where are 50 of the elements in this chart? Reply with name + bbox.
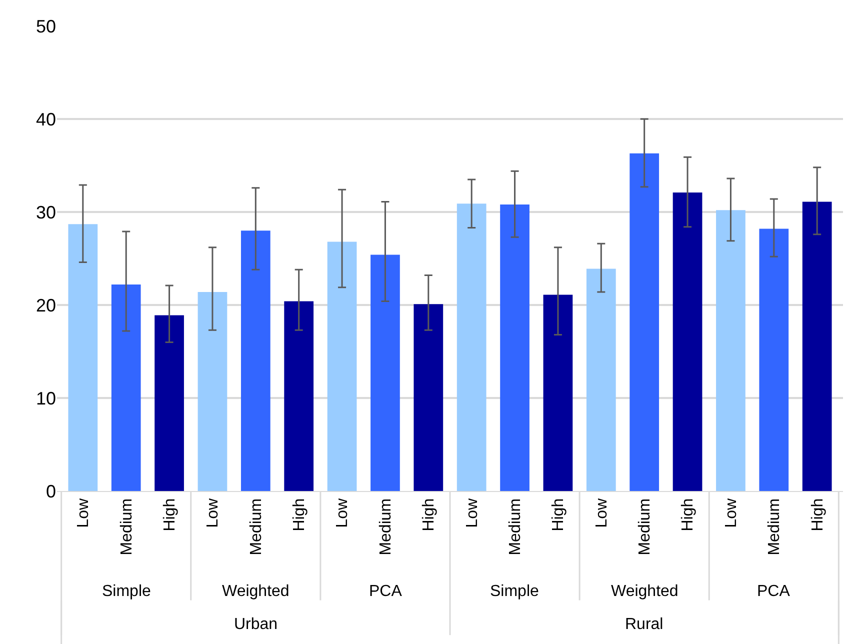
text: Urban [234,616,278,633]
bar [716,210,746,491]
x-tick-label: Low [464,498,481,528]
x-tick-label: High [550,498,568,532]
x-tick-label: Medium [766,498,784,556]
x-tick-label: High [291,498,308,532]
bar [630,153,660,491]
bar [802,202,832,491]
bar [456,204,486,491]
x-tick-label: Medium [377,498,394,556]
text: PCA [757,583,790,600]
y-tick-label: 40 [36,109,56,130]
x-tick-label: Medium [506,498,524,556]
bar [414,304,444,491]
x-tick-label: Medium [248,498,265,556]
x-tick-label: Medium [636,498,654,556]
bar [672,192,702,491]
bar [154,315,184,491]
bar [240,230,270,491]
text: Simple [102,583,152,600]
x-tick-label: High [809,498,826,532]
bar [198,292,228,491]
x-tick-label: Medium [118,498,136,556]
x-tick-label: Low [722,498,740,528]
text: Rural [625,616,664,633]
bar [370,254,400,491]
bar [586,268,616,491]
bar [759,228,789,491]
bar [327,242,357,491]
text: PCA [369,583,402,600]
bar [111,284,141,491]
x-tick-label: High [680,498,697,532]
text: Simple [490,583,540,600]
y-tick-label: 0 [46,481,56,502]
y-tick-label: 10 [36,388,56,408]
bar [284,301,314,491]
y-tick-label: 50 [36,16,56,36]
bar [68,224,98,491]
y-tick-label: 30 [36,202,56,222]
x-tick-label: High [420,498,438,532]
x-tick-label: Low [593,498,610,528]
text: Weighted [222,583,290,600]
bar [500,204,530,491]
text: Weighted [611,583,678,600]
x-tick-label: High [161,498,178,532]
y-tick-label: 20 [36,295,56,316]
bar [543,294,573,491]
x-tick-label: Low [334,498,352,528]
x-tick-label: Low [75,498,92,528]
x-tick-label: Low [204,498,222,528]
